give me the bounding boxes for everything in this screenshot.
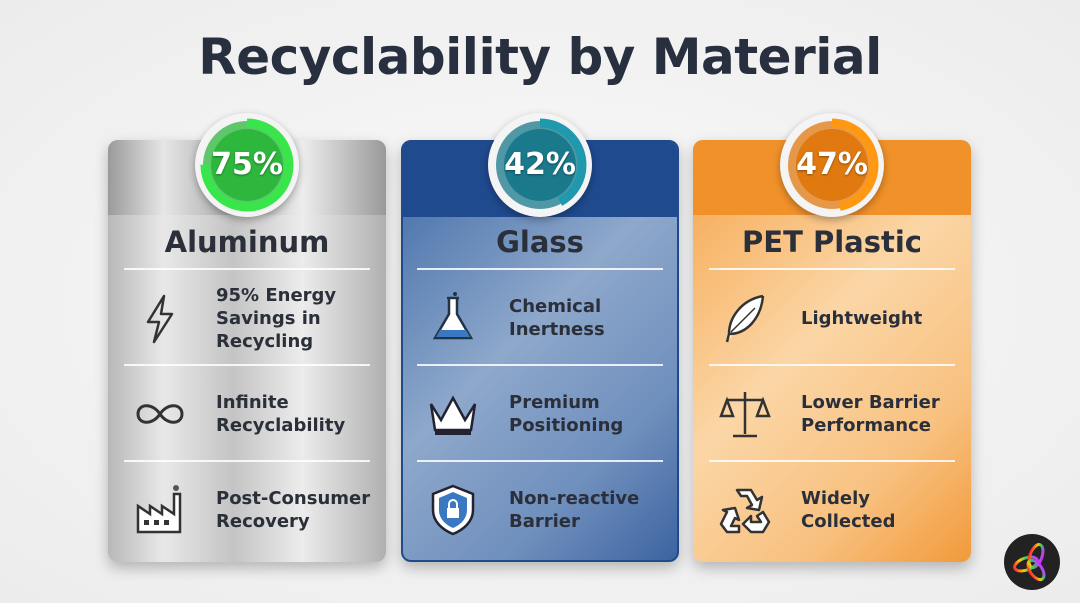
feature-label: 95% Energy Savings in Recycling [216, 284, 337, 352]
feature-label: Chemical Inertness [509, 296, 605, 340]
recycle-icon [719, 488, 771, 534]
feature-label: Lightweight [801, 307, 923, 329]
percent-ring: 42% [488, 113, 592, 217]
feature-label: Lower Barrier Performance [801, 392, 940, 436]
percent-ring-arc [493, 118, 587, 212]
percent-value: 47% [796, 147, 868, 182]
feature-label: Post-Consumer Recovery [216, 488, 371, 532]
percent-ring: 47% [780, 113, 884, 217]
feature-item: Chemical Inertness [417, 268, 663, 364]
material-name: Glass [496, 225, 584, 259]
feature-label: Non-reactive Barrier [509, 488, 640, 532]
percent-ring: 75% [195, 113, 299, 217]
flask-icon [432, 292, 474, 340]
feature-label: Premium Positioning [509, 392, 624, 436]
feature-label: Infinite Recyclability [216, 392, 346, 436]
percent-ring-arc [200, 118, 294, 212]
scale-icon [719, 392, 771, 438]
feature-item: Lower Barrier Performance [709, 364, 955, 460]
feature-item: 95% Energy Savings in Recycling [124, 268, 370, 364]
shield-lock-icon [431, 484, 475, 536]
percent-ring-arc [785, 118, 879, 212]
material-name: PET Plastic [742, 225, 922, 259]
material-name: Aluminum [164, 225, 330, 259]
percent-value: 42% [504, 147, 576, 182]
infinity-icon [136, 404, 184, 424]
feature-item: Post-Consumer Recovery [124, 460, 370, 556]
crown-icon [429, 395, 477, 435]
feature-item: Infinite Recyclability [124, 364, 370, 460]
page-title: Recyclability by Material [198, 28, 882, 86]
factory-icon [136, 485, 182, 534]
feather-icon [725, 294, 765, 343]
feature-item: Premium Positioning [417, 364, 663, 460]
percent-value: 75% [211, 147, 283, 182]
material-card-glass [401, 140, 679, 562]
lightning-icon [146, 294, 174, 344]
feature-item: Widely Collected [709, 460, 955, 556]
logo-icon [1004, 534, 1060, 590]
feature-label: Widely Collected [801, 488, 896, 532]
feature-item: Lightweight [709, 268, 955, 364]
feature-item: Non-reactive Barrier [417, 460, 663, 556]
